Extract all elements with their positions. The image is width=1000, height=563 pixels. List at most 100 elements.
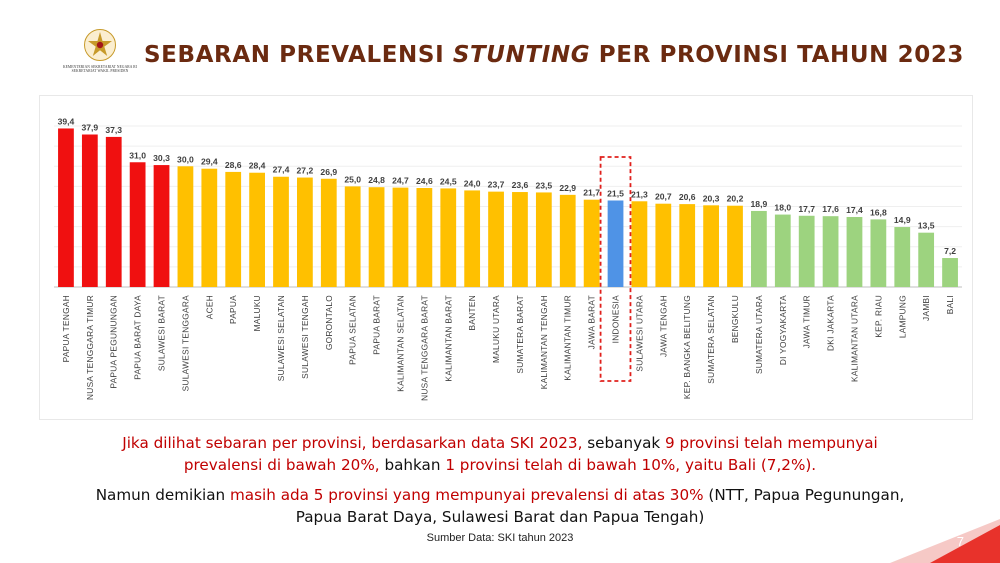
data-label: 20,3 [703, 193, 720, 203]
category-tick-label: NUSA TENGGARA TIMUR [85, 295, 95, 400]
data-label: 37,3 [105, 125, 122, 135]
note-2-part-d: Papua Barat Daya, Sulawesi Barat dan Pap… [295, 508, 705, 526]
data-label: 16,8 [870, 207, 887, 217]
bar [201, 168, 218, 287]
category-tick-label: MALUKU [252, 295, 262, 331]
data-label: 24,5 [440, 176, 457, 186]
data-label: 24,7 [392, 176, 409, 186]
data-label: 25,0 [344, 174, 361, 184]
bar [559, 194, 576, 287]
bar-chart-svg: 39,4 PAPUA TENGAH 37,9 NUSA TENGGARA TIMUR 3… [54, 116, 962, 401]
data-label: 13,5 [918, 221, 935, 231]
category-tick-label: SUMATERA UTARA [754, 295, 764, 374]
category-tick-label: DKI JAKARTA [826, 295, 836, 351]
data-label: 17,6 [822, 204, 839, 214]
note-1-part-d: prevalensi di bawah 20%, [183, 456, 385, 474]
logo-text: KEMENTERIAN SEKRETARIAT NEGARA RI SEKRET… [62, 65, 138, 74]
category-tick-label: PAPUA SELATAN [348, 295, 358, 365]
note-1-part-b: sebanyak [587, 434, 665, 452]
bar [368, 187, 385, 287]
bar [249, 172, 265, 287]
bar [631, 201, 648, 287]
bar [344, 186, 361, 287]
page-number: 7 [956, 534, 964, 549]
note-1-part-a: Jika dilihat sebaran per provinsi, berda… [122, 434, 588, 452]
data-label: 23,7 [488, 180, 505, 190]
bar [822, 216, 839, 287]
data-label: 21,7 [583, 188, 600, 198]
bar [679, 204, 696, 287]
data-label: 23,6 [512, 180, 529, 190]
bar [488, 191, 504, 287]
bar [177, 166, 194, 287]
data-label: 7,2 [944, 246, 956, 256]
category-tick-label: BALI [945, 295, 955, 314]
category-tick-label: PAPUA BARAT [372, 295, 382, 355]
bar [129, 162, 146, 287]
bar [105, 136, 122, 287]
garuda-emblem-icon [84, 29, 116, 61]
category-tick-label: SUMATERA BARAT [515, 295, 525, 374]
logo: KEMENTERIAN SEKRETARIAT NEGARA RI SEKRET… [54, 28, 146, 74]
bar [870, 219, 887, 287]
category-tick-label: JAWA TIMUR [802, 295, 812, 348]
data-label: 28,4 [249, 161, 266, 171]
bar [774, 214, 791, 287]
bar [464, 190, 481, 287]
data-label: 22,9 [559, 183, 576, 193]
bar [153, 165, 170, 287]
bar [655, 203, 672, 287]
bar [512, 192, 528, 287]
corner-decoration [890, 519, 1000, 563]
data-label: 18,0 [774, 203, 791, 213]
bar [535, 192, 552, 287]
category-tick-label: LAMPUNG [897, 295, 907, 338]
note-2-part-a: Namun demikian [95, 486, 231, 504]
bar [320, 178, 337, 287]
category-tick-label: KALIMANTAN SELATAN [395, 295, 405, 392]
category-tick-label: SUMATERA SELATAN [706, 295, 716, 384]
data-label: 24,0 [464, 178, 481, 188]
data-label: 24,6 [416, 176, 433, 186]
note-2-part-c: (NTT, Papua Pegunungan, [703, 486, 905, 504]
title-emphasis: STUNTING [452, 42, 591, 68]
highlight-box [599, 156, 632, 382]
bar [583, 199, 600, 287]
note-paragraph-1: Jika dilihat sebaran per provinsi, berda… [20, 432, 980, 476]
category-tick-label: KALIMANTAN BARAT [443, 295, 453, 382]
category-tick-label: BENGKULU [730, 295, 740, 343]
data-label: 20,2 [727, 194, 744, 204]
data-label: 28,6 [225, 160, 242, 170]
category-tick-label: INDONESIA [611, 295, 621, 344]
note-2-part-b: masih ada 5 provinsi yang mempunyai prev… [230, 486, 704, 504]
bar [58, 128, 74, 287]
bar [273, 176, 289, 287]
source-note: Sumber Data: SKI tahun 2023 [426, 532, 574, 544]
data-label: 29,4 [201, 157, 218, 167]
data-label: 31,0 [129, 150, 146, 160]
data-label: 20,6 [679, 192, 696, 202]
data-label: 20,7 [655, 192, 672, 202]
note-1-part-e: bahkan [384, 456, 446, 474]
bar [81, 134, 98, 287]
category-tick-label: KALIMANTAN TIMUR [563, 295, 573, 381]
category-tick-label: ACEH [204, 295, 214, 319]
data-label: 17,7 [798, 204, 815, 214]
page-title: SEBARAN PREVALENSI STUNTING PER PROVINSI… [144, 42, 974, 68]
data-label: 24,8 [368, 175, 385, 185]
category-tick-label: SULAWESI SELATAN [276, 295, 286, 381]
data-label: 21,5 [607, 188, 624, 198]
data-label: 23,5 [535, 180, 552, 190]
bar [297, 177, 313, 287]
data-label: 27,4 [273, 165, 290, 175]
category-tick-label: KALIMANTAN UTARA [849, 295, 859, 382]
category-tick-label: PAPUA PEGUNUNGAN [109, 295, 119, 389]
data-label: 26,9 [320, 167, 337, 177]
bar [846, 216, 863, 287]
data-label: 30,0 [177, 154, 194, 164]
category-tick-label: PAPUA [228, 295, 238, 324]
category-tick-label: SULAWESI TENGAH [300, 295, 310, 379]
category-tick-label: KALIMANTAN TENGAH [539, 295, 549, 389]
bar-chart: 39,4 PAPUA TENGAH 37,9 NUSA TENGGARA TIMUR 3… [39, 95, 973, 420]
category-tick-label: BANTEN [467, 295, 477, 330]
